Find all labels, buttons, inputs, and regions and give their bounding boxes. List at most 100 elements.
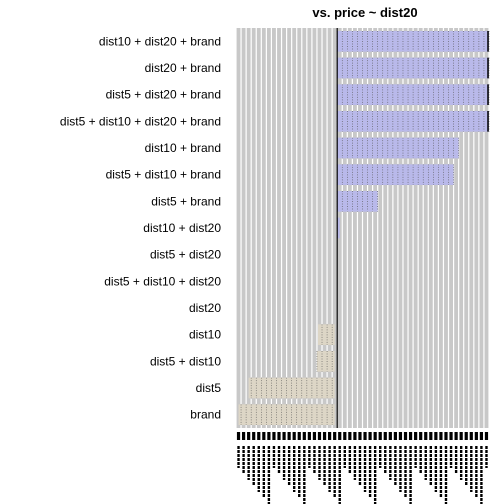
column-tick [247,432,251,440]
column-cell [408,28,413,428]
column-tick [333,432,337,440]
column-tick [388,432,392,440]
column-cell [307,28,312,428]
column-cell [241,28,246,428]
column-tick [479,432,484,440]
column-tick [378,432,382,440]
column-tick [277,432,281,440]
column-tick [474,432,478,440]
column-tick [287,432,291,440]
column-tick [444,432,448,440]
column-cell [292,28,297,428]
column-cell [459,28,464,428]
column-ticks [236,432,489,504]
row-label: dist10 + dist20 [143,221,221,235]
column-cell [368,28,373,428]
column-tick [317,432,322,440]
column-tick [469,432,473,440]
column-cell [272,28,276,428]
interval-bars [238,31,490,425]
column-tick [267,432,271,440]
row-label: brand [190,408,221,422]
column-tick [241,432,246,440]
row-label: dist5 + dist10 [150,354,221,368]
column-tick [343,432,347,440]
column-cell [383,28,388,428]
column-tick [348,432,352,440]
column-tick [307,432,311,440]
column-cell [327,28,332,428]
column-cell [423,28,428,428]
chart-title: vs. price ~ dist20 [312,5,417,20]
row-label: dist5 + dist20 + brand [106,88,221,102]
column-cell [312,28,317,428]
column-tick [459,432,463,440]
column-tick [408,432,413,440]
column-cell [322,28,327,428]
column-tick [338,432,342,440]
column-tick [383,432,387,440]
column-tick [358,432,362,440]
column-tick [262,432,266,440]
row-label: dist10 + brand [145,141,221,155]
column-tick [236,432,241,440]
row-label: dist20 [189,301,221,315]
column-tick [419,432,423,440]
column-cell [342,28,347,428]
column-cell [378,28,383,428]
column-tick [439,432,443,440]
interval-bar [337,217,340,239]
column-tick [322,432,327,440]
column-cell [287,28,292,428]
column-cell [363,28,367,428]
column-cell [418,28,423,428]
row-label: dist5 + dist20 [150,248,221,262]
column-cell [236,28,241,428]
column-tick [297,432,301,440]
column-cell [469,28,474,428]
row-label: dist5 + dist10 + brand [106,168,221,182]
column-cell [373,28,378,428]
column-tick [454,432,458,440]
column-cell [261,28,266,428]
column-tick [252,432,256,440]
column-cell [256,28,261,428]
column-tick [424,432,428,440]
interval-bar [316,351,335,372]
column-cell [277,28,281,428]
column-cell [282,28,286,428]
column-cell [474,28,479,428]
column-tick [398,432,403,440]
column-tick [292,432,296,440]
column-cell [433,28,438,428]
column-tick [302,432,306,440]
column-cell [454,28,459,428]
row-label: dist10 [189,328,221,342]
column-tick [353,432,357,440]
column-cell [484,28,489,428]
column-cell [266,28,271,428]
row-label: dist5 [196,381,222,395]
column-tick [393,432,397,440]
column-cell [297,28,302,428]
column-tick [414,432,418,440]
column-cell [393,28,398,428]
row-label: dist10 + dist20 + brand [99,34,221,48]
column-tick [312,432,317,440]
column-tick [464,432,468,440]
row-label: dist20 + brand [145,61,221,75]
column-cell [358,28,362,428]
row-labels: dist10 + dist20 + brand dist20 + brand dis… [60,34,221,421]
column-cell [302,28,307,428]
interval-bar [337,164,454,185]
column-cell [444,28,448,428]
column-cell [332,28,337,428]
column-cell [413,28,418,428]
column-cell [251,28,256,428]
column-cell [246,28,251,428]
column-cell [347,28,352,428]
column-tick [257,432,261,440]
column-cell [388,28,393,428]
column-tick [373,432,377,440]
